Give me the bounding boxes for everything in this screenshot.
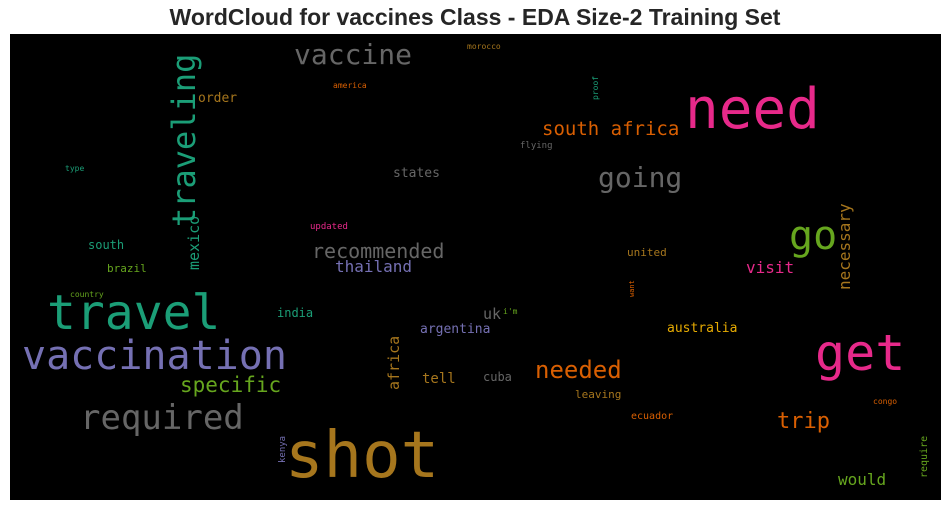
word-flying: flying: [520, 141, 553, 151]
word-argentina: argentina: [420, 322, 491, 337]
word-tell: tell: [422, 371, 456, 387]
word-vaccine: vaccine: [294, 38, 413, 71]
word-vaccination: vaccination: [22, 333, 287, 379]
word-australia: australia: [667, 321, 738, 336]
word-cloud: shot need travel vaccination get required trav…: [10, 34, 941, 500]
word-going: going: [598, 161, 683, 194]
word-want: want: [628, 280, 636, 297]
word-would: would: [838, 470, 887, 489]
word-necessary: necessary: [835, 203, 854, 290]
word-africa: africa: [385, 335, 403, 390]
word-order: order: [198, 91, 238, 106]
word-india: india: [277, 306, 314, 320]
word-go: go: [789, 213, 838, 259]
word-specific: specific: [180, 373, 282, 397]
word-south: south: [88, 238, 125, 252]
word-updated: updated: [310, 222, 348, 232]
word-shot: shot: [285, 419, 440, 493]
word-travel: travel: [47, 285, 221, 341]
word-ecuador: ecuador: [631, 411, 674, 422]
word-states: states: [393, 166, 440, 181]
word-require: require: [919, 435, 930, 478]
word-i-m: i'm: [503, 307, 518, 316]
word-get: get: [815, 324, 906, 382]
word-required: required: [80, 398, 244, 438]
chart-title: WordCloud for vaccines Class - EDA Size-…: [169, 4, 781, 30]
word-mexico: mexico: [185, 215, 203, 270]
word-traveling: traveling: [165, 53, 203, 227]
word-congo: congo: [873, 397, 898, 406]
word-leaving: leaving: [575, 388, 622, 401]
word-morocco: morocco: [467, 42, 501, 51]
word-proof: proof: [591, 75, 600, 100]
word-kenya: kenya: [278, 435, 288, 463]
word-country: country: [70, 290, 104, 299]
word-south-africa: south africa: [542, 118, 680, 140]
word-brazil: brazil: [107, 262, 147, 275]
word-need: need: [685, 77, 820, 142]
word-type: type: [65, 164, 85, 173]
word-visit: visit: [746, 258, 795, 277]
word-thailand: thailand: [335, 257, 413, 276]
word-america: america: [333, 81, 367, 90]
word-trip: trip: [777, 409, 830, 434]
word-united: united: [627, 246, 667, 259]
word-needed: needed: [535, 356, 622, 384]
word-cuba: cuba: [483, 370, 512, 384]
word-recommended: recommended: [312, 239, 445, 263]
word-uk: uk: [483, 305, 502, 323]
